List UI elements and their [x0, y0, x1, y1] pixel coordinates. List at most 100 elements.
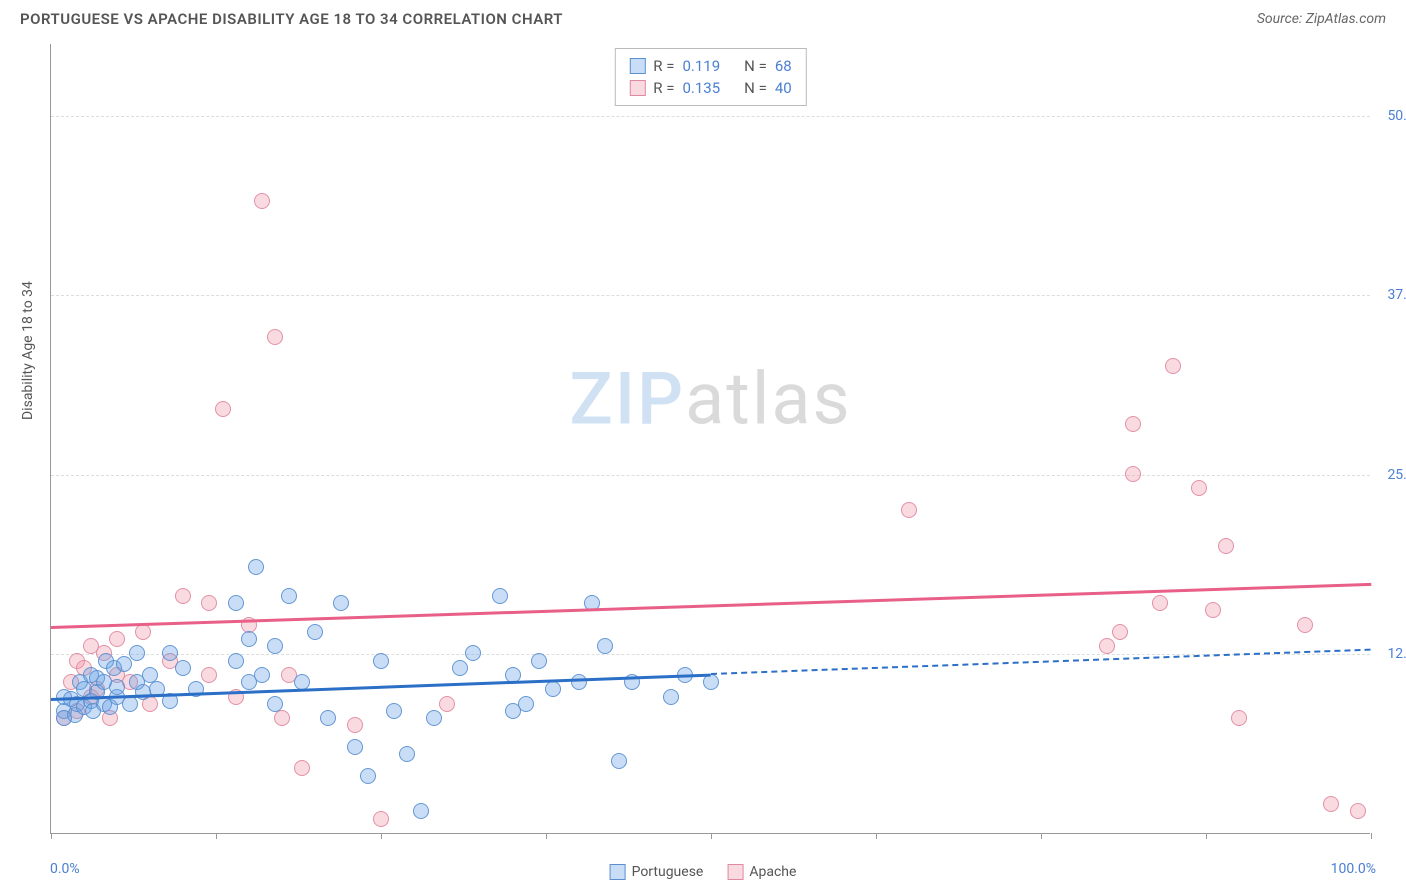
- legend-stats: R = 0.119 N = 68 R = 0.135 N = 40: [614, 48, 806, 106]
- x-tick: [876, 833, 877, 839]
- scatter-point: [175, 660, 191, 676]
- scatter-point: [201, 667, 217, 683]
- scatter-point: [320, 710, 336, 726]
- scatter-point: [347, 717, 363, 733]
- gridline: [51, 475, 1370, 476]
- scatter-point: [162, 645, 178, 661]
- scatter-point: [228, 595, 244, 611]
- n-label: N =: [744, 57, 767, 75]
- x-axis-min-label: 0.0%: [50, 861, 80, 877]
- scatter-point: [413, 803, 429, 819]
- legend-swatch: [727, 864, 743, 880]
- x-tick: [1041, 833, 1042, 839]
- scatter-point: [1297, 617, 1313, 633]
- scatter-point: [663, 689, 679, 705]
- r-value: 0.135: [682, 79, 720, 97]
- scatter-point: [571, 674, 587, 690]
- x-tick: [216, 833, 217, 839]
- legend-label: Portuguese: [632, 864, 704, 880]
- x-tick: [711, 833, 712, 839]
- scatter-point: [1112, 624, 1128, 640]
- legend-series: Portuguese Apache: [610, 864, 797, 880]
- gridline: [51, 295, 1370, 296]
- x-tick: [1206, 833, 1207, 839]
- scatter-point: [281, 588, 297, 604]
- scatter-point: [518, 696, 534, 712]
- scatter-point: [545, 681, 561, 697]
- x-tick: [51, 833, 52, 839]
- scatter-point: [122, 696, 138, 712]
- scatter-point: [307, 624, 323, 640]
- x-tick: [546, 833, 547, 839]
- scatter-point: [267, 329, 283, 345]
- gridline: [51, 116, 1370, 117]
- legend-swatch: [629, 58, 645, 74]
- scatter-point: [1323, 796, 1339, 812]
- scatter-point: [267, 638, 283, 654]
- y-tick-label: 25.0%: [1387, 467, 1406, 483]
- legend-item: Apache: [727, 864, 796, 880]
- trend-line: [711, 649, 1371, 675]
- scatter-point: [703, 674, 719, 690]
- y-tick-label: 37.5%: [1387, 287, 1406, 303]
- chart-plot-area: ZIPatlas R =0.119N =68R =0.135N =40 12.5…: [50, 44, 1370, 834]
- r-value: 0.119: [682, 57, 720, 75]
- scatter-point: [465, 645, 481, 661]
- scatter-point: [399, 746, 415, 762]
- scatter-point: [386, 703, 402, 719]
- trend-line: [51, 583, 1371, 629]
- scatter-point: [215, 401, 231, 417]
- scatter-point: [274, 710, 290, 726]
- scatter-point: [201, 595, 217, 611]
- scatter-point: [373, 811, 389, 827]
- scatter-point: [129, 645, 145, 661]
- scatter-point: [1125, 416, 1141, 432]
- x-tick: [1371, 833, 1372, 839]
- n-label: N =: [744, 79, 767, 97]
- scatter-point: [597, 638, 613, 654]
- scatter-point: [1125, 466, 1141, 482]
- scatter-point: [254, 193, 270, 209]
- scatter-point: [175, 588, 191, 604]
- watermark: ZIPatlas: [569, 357, 851, 442]
- scatter-point: [1165, 358, 1181, 374]
- legend-label: Apache: [749, 864, 796, 880]
- n-value: 40: [775, 79, 792, 97]
- scatter-point: [109, 631, 125, 647]
- scatter-point: [611, 753, 627, 769]
- y-tick-label: 12.5%: [1387, 646, 1406, 662]
- scatter-point: [1350, 803, 1366, 819]
- scatter-point: [254, 667, 270, 683]
- legend-swatch: [629, 80, 645, 96]
- n-value: 68: [775, 57, 792, 75]
- scatter-point: [109, 679, 125, 695]
- scatter-point: [333, 595, 349, 611]
- y-tick-label: 50.0%: [1387, 108, 1406, 124]
- scatter-point: [1099, 638, 1115, 654]
- scatter-point: [1205, 602, 1221, 618]
- legend-stat-row: R = 0.119 N = 68: [629, 55, 791, 77]
- scatter-point: [901, 502, 917, 518]
- scatter-point: [294, 760, 310, 776]
- x-axis-max-label: 100.0%: [1331, 861, 1376, 877]
- r-label: R =: [653, 57, 674, 75]
- scatter-point: [439, 696, 455, 712]
- chart-source: Source: ZipAtlas.com: [1257, 11, 1386, 27]
- scatter-point: [426, 710, 442, 726]
- scatter-point: [267, 696, 283, 712]
- chart-title: PORTUGUESE VS APACHE DISABILITY AGE 18 T…: [20, 10, 563, 28]
- r-label: R =: [653, 79, 674, 97]
- scatter-point: [452, 660, 468, 676]
- x-tick: [381, 833, 382, 839]
- scatter-point: [228, 653, 244, 669]
- y-axis-label: Disability Age 18 to 34: [20, 281, 36, 420]
- scatter-point: [373, 653, 389, 669]
- scatter-point: [1152, 595, 1168, 611]
- scatter-point: [1231, 710, 1247, 726]
- scatter-point: [1218, 538, 1234, 554]
- legend-swatch: [610, 864, 626, 880]
- scatter-point: [360, 768, 376, 784]
- scatter-point: [492, 588, 508, 604]
- scatter-point: [531, 653, 547, 669]
- scatter-point: [135, 624, 151, 640]
